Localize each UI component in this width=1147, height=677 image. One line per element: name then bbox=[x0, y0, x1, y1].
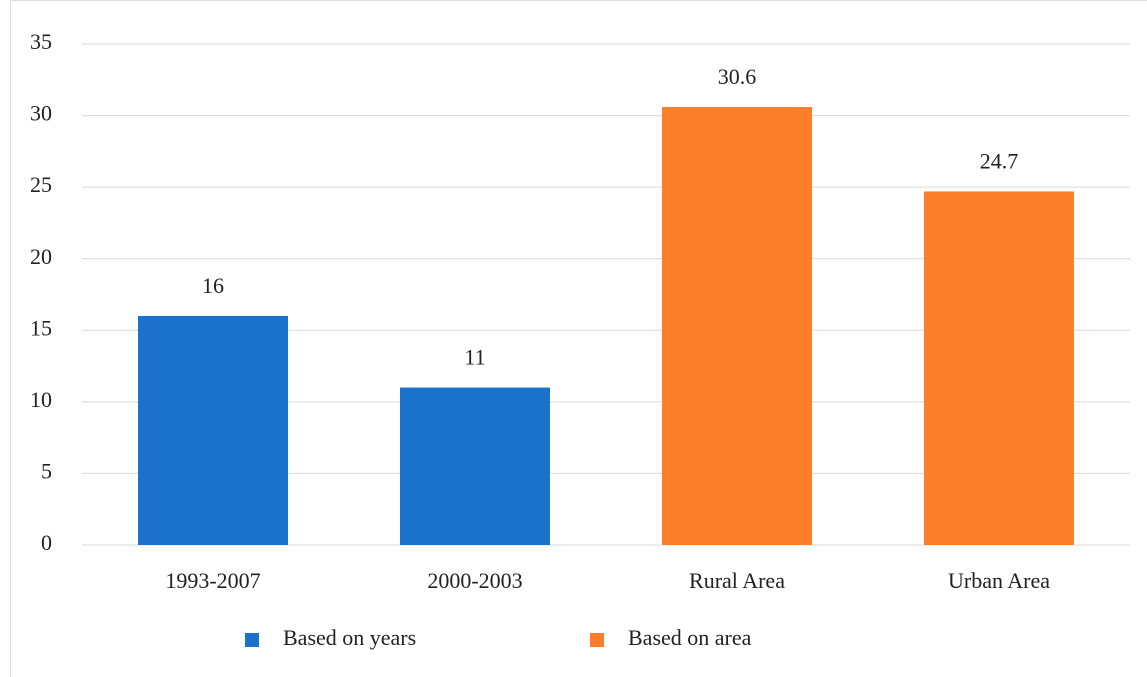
bar bbox=[924, 191, 1074, 546]
y-tick-label: 20 bbox=[30, 244, 52, 269]
legend-swatch bbox=[590, 633, 604, 647]
bar bbox=[138, 315, 288, 545]
x-tick-label: Rural Area bbox=[689, 568, 785, 593]
data-label: 30.6 bbox=[718, 64, 757, 89]
chart-frame bbox=[10, 0, 1147, 677]
bar bbox=[400, 387, 550, 545]
y-tick-label: 30 bbox=[30, 101, 52, 126]
legend-label: Based on area bbox=[628, 625, 752, 650]
y-tick-label: 35 bbox=[30, 29, 52, 54]
y-tick-label: 15 bbox=[30, 315, 52, 340]
x-tick-label: 1993-2007 bbox=[165, 568, 260, 593]
y-tick-label: 0 bbox=[41, 530, 52, 555]
y-tick-label: 25 bbox=[30, 172, 52, 197]
data-label: 11 bbox=[464, 345, 485, 370]
bar bbox=[662, 106, 812, 546]
legend-label: Based on years bbox=[283, 625, 416, 650]
data-label: 24.7 bbox=[980, 148, 1019, 173]
x-tick-label: 2000-2003 bbox=[427, 568, 522, 593]
x-tick-label: Urban Area bbox=[948, 568, 1050, 593]
legend-swatch bbox=[245, 633, 259, 647]
y-tick-label: 10 bbox=[30, 387, 52, 412]
data-label: 16 bbox=[202, 273, 224, 298]
y-tick-label: 5 bbox=[41, 458, 52, 483]
